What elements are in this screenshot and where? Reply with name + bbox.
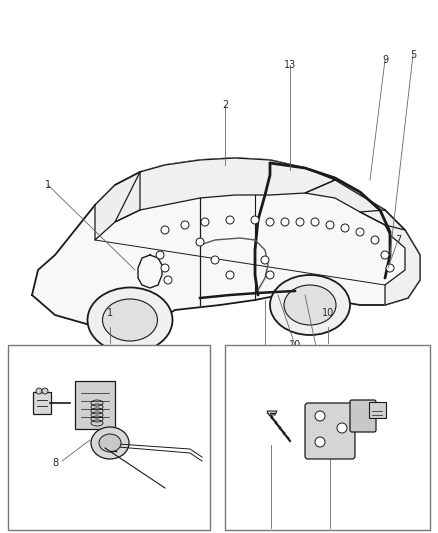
- Circle shape: [181, 221, 189, 229]
- Ellipse shape: [102, 299, 158, 341]
- Circle shape: [296, 218, 304, 226]
- Circle shape: [386, 264, 394, 272]
- Ellipse shape: [270, 275, 350, 335]
- FancyBboxPatch shape: [369, 402, 386, 418]
- Polygon shape: [115, 158, 335, 222]
- Circle shape: [42, 388, 48, 394]
- FancyBboxPatch shape: [350, 400, 376, 432]
- Polygon shape: [305, 180, 405, 230]
- Circle shape: [315, 437, 325, 447]
- Ellipse shape: [284, 285, 336, 325]
- FancyBboxPatch shape: [305, 403, 355, 459]
- Text: 9: 9: [382, 55, 388, 65]
- Circle shape: [226, 216, 234, 224]
- Circle shape: [196, 238, 204, 246]
- Circle shape: [381, 251, 389, 259]
- FancyBboxPatch shape: [75, 381, 115, 429]
- Text: 7: 7: [395, 235, 401, 245]
- Ellipse shape: [88, 287, 173, 352]
- Circle shape: [161, 264, 169, 272]
- Text: 14: 14: [314, 360, 326, 370]
- Circle shape: [156, 251, 164, 259]
- Circle shape: [341, 224, 349, 232]
- Ellipse shape: [91, 427, 129, 459]
- Circle shape: [266, 218, 274, 226]
- Circle shape: [36, 388, 42, 394]
- Text: 6: 6: [262, 375, 268, 385]
- Polygon shape: [360, 210, 420, 305]
- FancyBboxPatch shape: [33, 392, 51, 414]
- Circle shape: [161, 226, 169, 234]
- Text: 1: 1: [45, 180, 51, 190]
- Circle shape: [266, 271, 274, 279]
- Polygon shape: [267, 411, 277, 415]
- Polygon shape: [95, 172, 140, 240]
- Text: 10: 10: [322, 308, 334, 318]
- Circle shape: [371, 236, 379, 244]
- Circle shape: [311, 218, 319, 226]
- Bar: [225, 345, 430, 530]
- Text: 8: 8: [52, 458, 58, 468]
- Circle shape: [226, 271, 234, 279]
- Ellipse shape: [99, 434, 121, 452]
- Circle shape: [337, 423, 347, 433]
- Circle shape: [251, 216, 259, 224]
- Text: 10: 10: [289, 340, 301, 350]
- Circle shape: [315, 411, 325, 421]
- Bar: [8, 345, 210, 530]
- Circle shape: [281, 218, 289, 226]
- Circle shape: [211, 256, 219, 264]
- Text: 13: 13: [284, 60, 296, 70]
- Text: 1: 1: [107, 308, 113, 318]
- Circle shape: [356, 228, 364, 236]
- Circle shape: [261, 256, 269, 264]
- Text: 5: 5: [410, 50, 416, 60]
- Circle shape: [326, 221, 334, 229]
- Polygon shape: [32, 158, 420, 328]
- Text: 2: 2: [222, 100, 228, 110]
- Circle shape: [164, 276, 172, 284]
- Circle shape: [201, 218, 209, 226]
